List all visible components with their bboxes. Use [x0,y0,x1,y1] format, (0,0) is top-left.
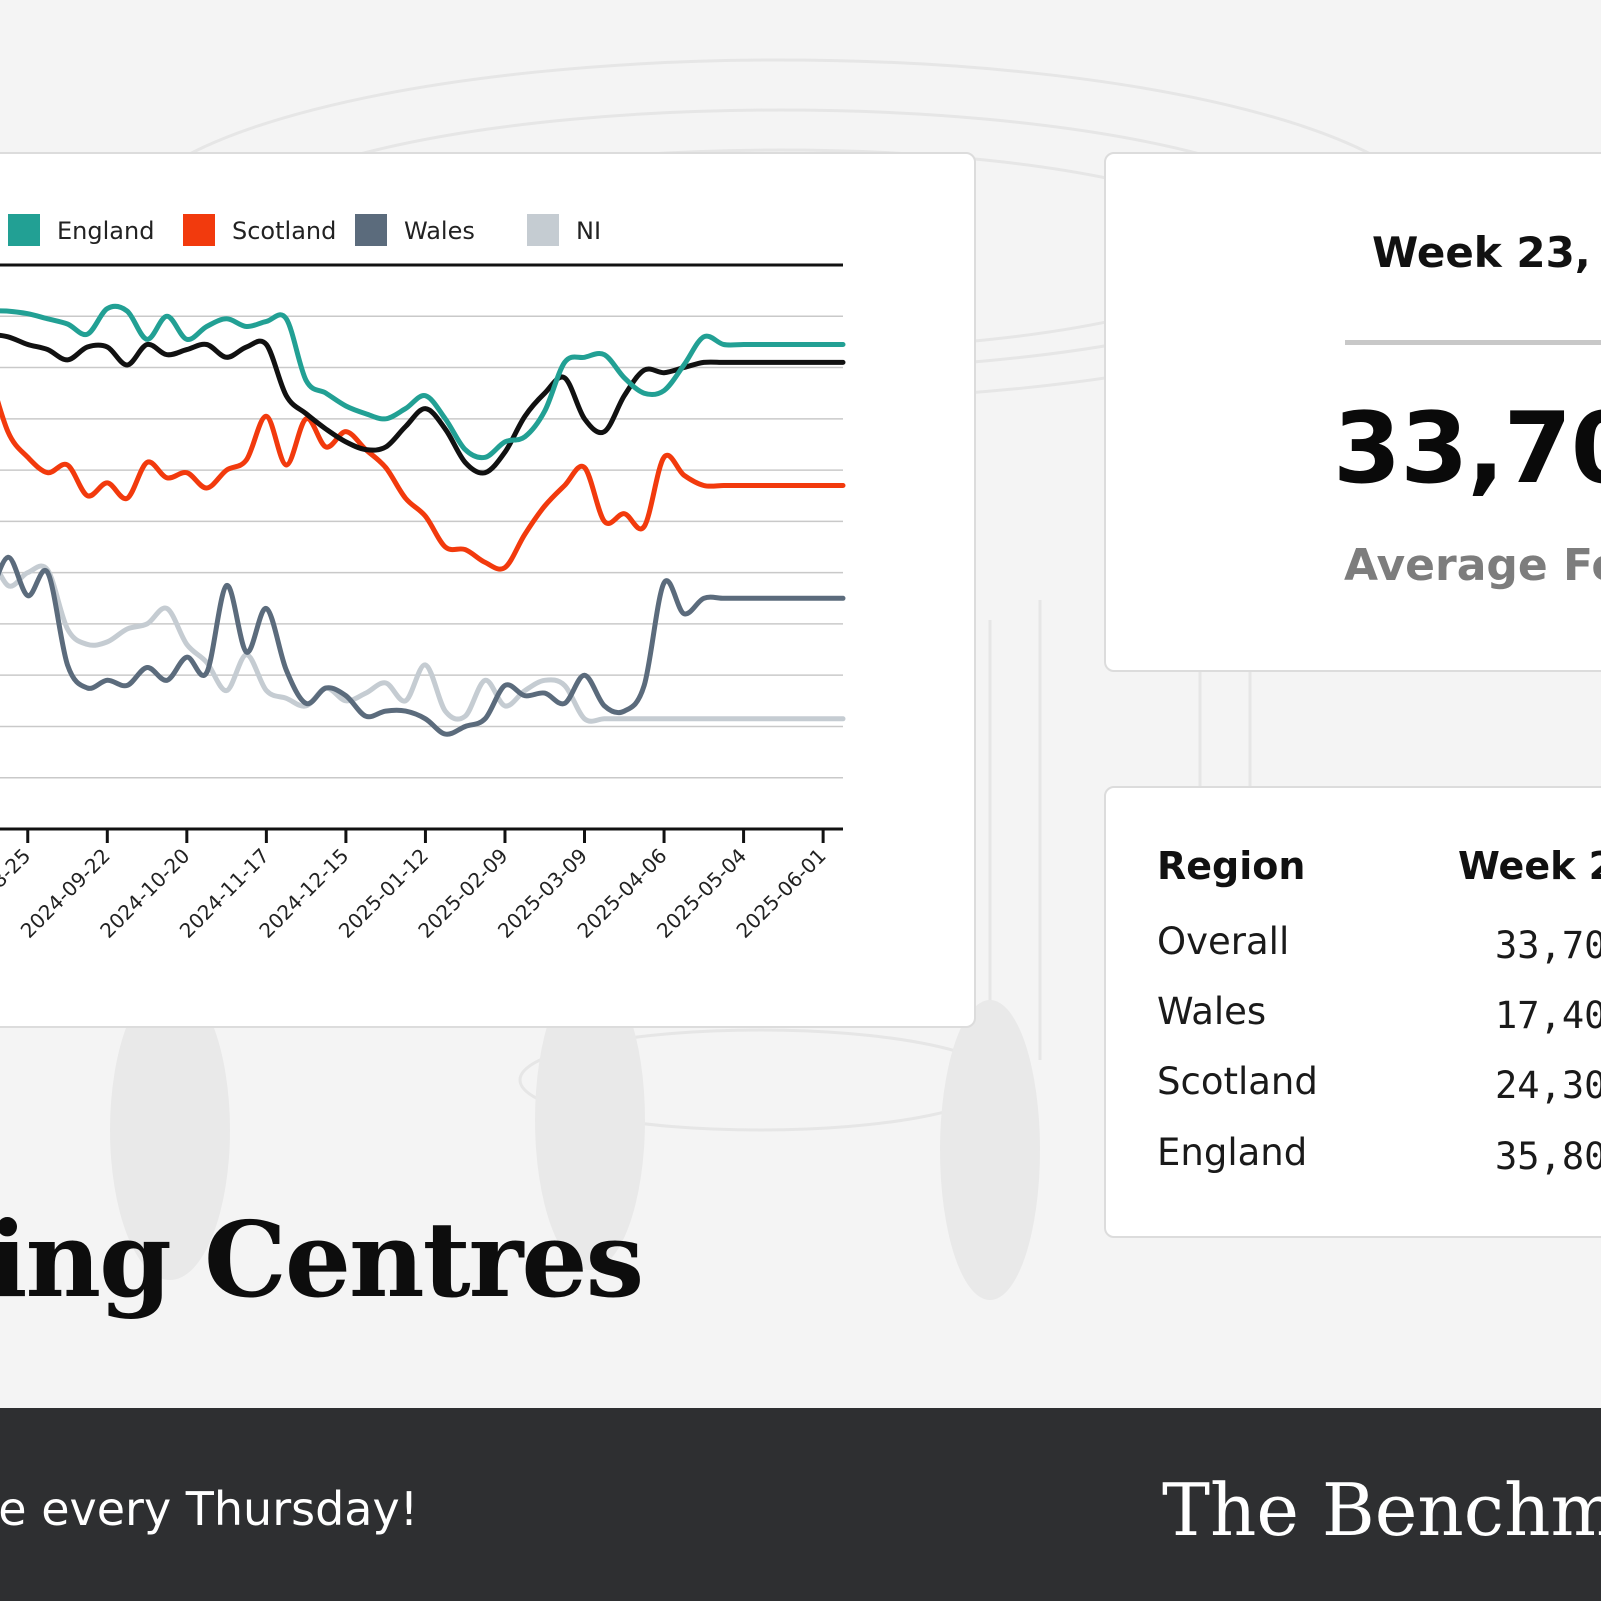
table-row-value: 33,70 [1495,924,1601,967]
kpi-divider [1345,340,1601,345]
footer-tagline: ee every Thursday! [0,1482,419,1536]
legend-label-scotland: Scotland [232,217,336,245]
table-row-region: England [1157,1131,1308,1174]
chart-lines [0,303,846,737]
series-line-ni [0,563,846,724]
kpi-value: 33,70 [1333,392,1601,506]
footfall-line-chart: England Scotland Wales NI 2024-08-252024-09… [0,214,846,943]
table-row-value: 35,80 [1495,1135,1601,1178]
chart-grid [0,263,843,831]
table-row-region: Scotland [1157,1060,1318,1103]
kpi-label: Average Fo [1344,540,1601,591]
table-row-value: 17,40 [1495,994,1601,1037]
kpi-card [1104,152,1601,672]
table-row-region: Wales [1157,990,1267,1033]
chart-card [0,152,976,1028]
legend-swatch-ni [527,214,559,246]
footer-brand-logo: The Benchma [1162,1468,1601,1552]
legend-label-wales: Wales [404,217,475,245]
table-row-value: 24,30 [1495,1064,1601,1107]
kpi-week-label: Week 23, 2 [1372,228,1601,277]
legend-swatch-england [8,214,40,246]
footer-bar [0,1408,1601,1601]
series-line-wales [0,554,846,737]
legend-label-ni: NI [576,217,601,245]
series-line-overall [0,332,846,476]
x-axis: 2024-08-252024-09-222024-10-202024-11-17… [0,829,831,943]
table-header-week: Week 2 [1458,844,1601,888]
legend-label-england: England [57,217,154,245]
table-row-region: Overall [1157,920,1290,963]
legend-swatch-scotland [183,214,215,246]
legend-swatch-wales [355,214,387,246]
series-line-england [0,303,846,461]
background-illustration [110,58,1442,1300]
table-header-region: Region [1157,844,1306,888]
page-heading: ing Centres [0,1198,644,1321]
region-table-card [1104,786,1601,1238]
chart-legend: England Scotland Wales NI [8,214,601,246]
series-line-scotland [0,400,846,572]
